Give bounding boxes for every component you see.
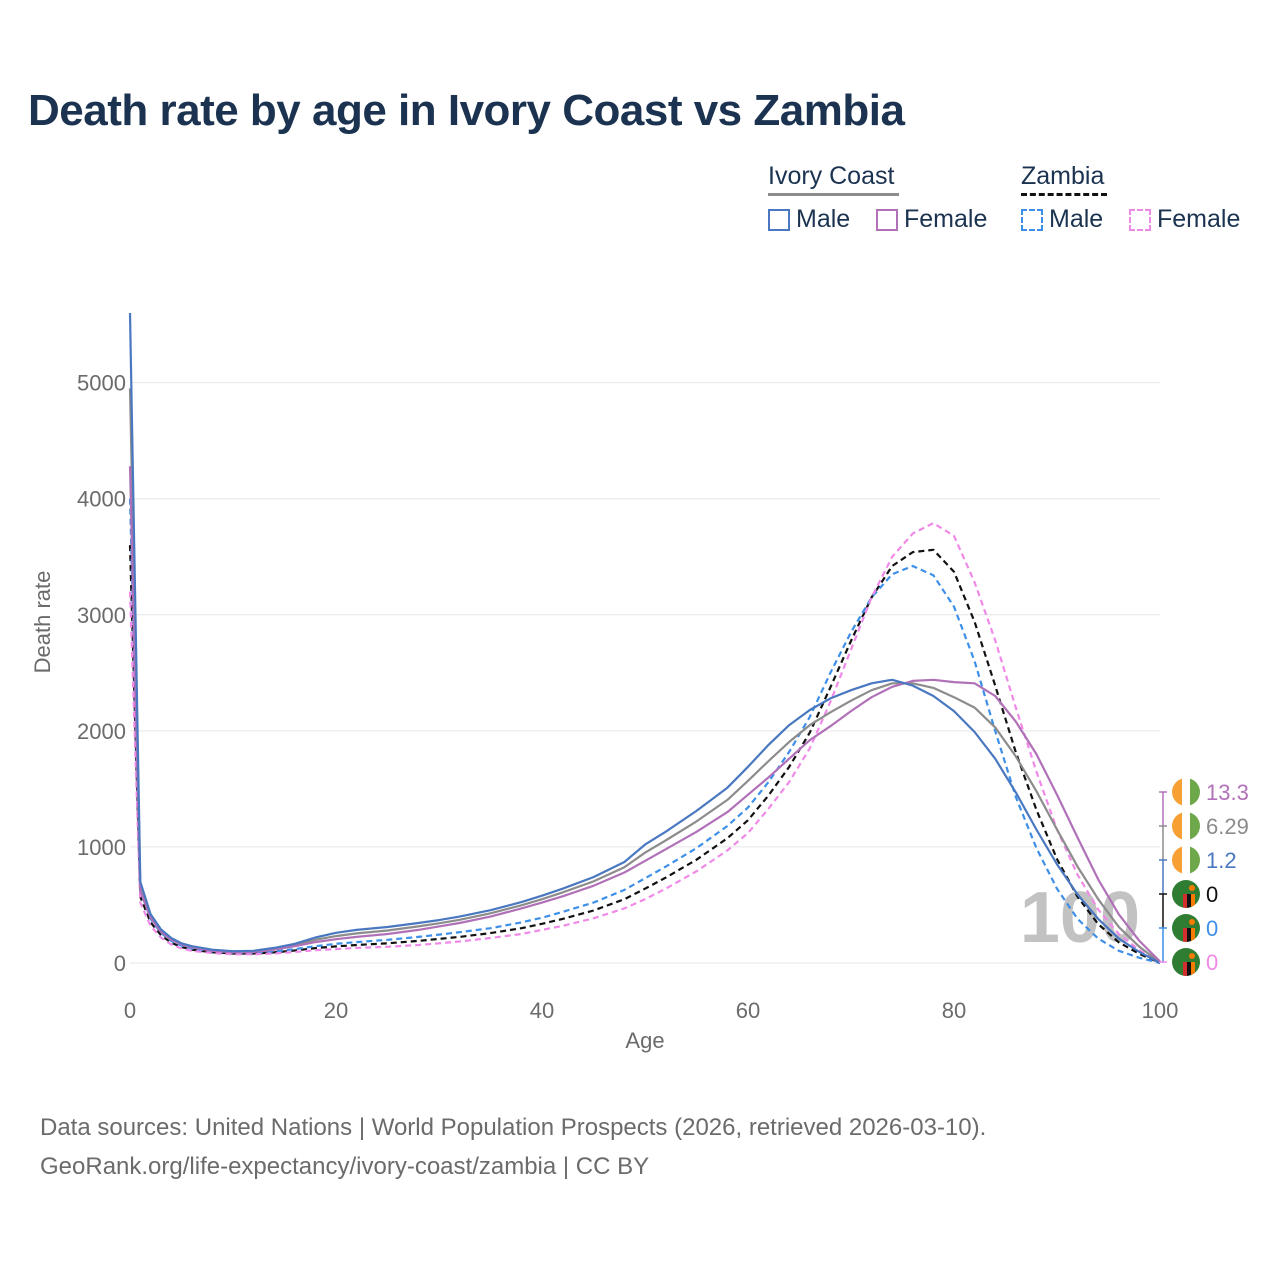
legend-label-ivory-coast-male: Male [796, 205, 851, 233]
legend-item-ivory-coast-male[interactable]: Male [768, 205, 850, 234]
end-value-label: 1.2 [1206, 848, 1237, 873]
x-tick-label: 80 [942, 998, 966, 1023]
x-tick-label: 100 [1142, 998, 1179, 1023]
ivory-coast-flag-icon [1172, 812, 1200, 840]
series-line-ivory-coast-female [128, 466, 1161, 963]
y-tick-label: 4000 [77, 487, 126, 512]
legend-label-zambia-female: Female [1157, 205, 1241, 233]
legend-group-ivory-coast-line [768, 193, 899, 196]
y-axis-label: Death rate [30, 571, 55, 674]
data-source-note: Data sources: United Nations | World Pop… [40, 1108, 986, 1186]
legend-label-zambia-male: Male [1049, 205, 1104, 233]
page-title: Death rate by age in Ivory Coast vs Zamb… [28, 86, 905, 135]
series-line-zambia-male [128, 498, 1161, 965]
x-tick-label: 20 [324, 998, 348, 1023]
zambia-flag-icon [1172, 880, 1200, 908]
source-line-2: GeoRank.org/life-expectancy/ivory-coast/… [40, 1153, 650, 1180]
y-tick-label: 0 [114, 951, 126, 976]
legend-swatch-zambia-female [1129, 208, 1151, 231]
legend-group-ivory-coast: Ivory Coast [768, 162, 895, 190]
x-axis-ticks: 0 20 40 60 80 100 [124, 998, 1178, 1023]
zambia-flag-icon [1172, 914, 1200, 942]
legend-swatch-ivory-coast-male [768, 208, 790, 231]
end-value-label: 0 [1206, 882, 1218, 907]
end-labels: 13.3 6.29 1.2 0 0 0 [1159, 778, 1249, 976]
x-tick-label: 0 [124, 998, 136, 1023]
legend-item-zambia-female[interactable]: Female [1129, 205, 1240, 234]
series-line-ivory-coast-total [128, 388, 1161, 964]
series-lines [128, 312, 1161, 965]
series-line-zambia-female [128, 522, 1161, 964]
y-axis-ticks: 0 1000 2000 3000 4000 5000 [77, 371, 126, 976]
ivory-coast-flag-icon [1172, 846, 1200, 874]
ivory-coast-flag-icon [1172, 778, 1200, 806]
x-axis-label: Age [625, 1028, 664, 1053]
y-tick-label: 2000 [77, 719, 126, 744]
end-value-label: 0 [1206, 950, 1218, 975]
zambia-flag-icon [1172, 948, 1200, 976]
legend-swatch-ivory-coast-female [876, 208, 898, 231]
y-tick-label: 3000 [77, 603, 126, 628]
source-line-1: Data sources: United Nations | World Pop… [40, 1114, 987, 1141]
y-tick-label: 1000 [77, 835, 126, 860]
legend-group-zambia-line [1021, 193, 1107, 196]
x-tick-label: 60 [736, 998, 760, 1023]
legend-item-zambia-male[interactable]: Male [1021, 205, 1103, 234]
end-value-label: 13.3 [1206, 780, 1249, 805]
end-value-label: 6.29 [1206, 814, 1249, 839]
end-value-label: 0 [1206, 916, 1218, 941]
y-tick-label: 5000 [77, 371, 126, 396]
current-age-marker: 100 [1020, 878, 1140, 958]
legend-label-ivory-coast-female: Female [904, 205, 988, 233]
series-line-ivory-coast-male [128, 312, 1161, 964]
legend-group-zambia: Zambia [1021, 162, 1105, 190]
grid-lines [130, 382, 1160, 964]
legend-item-ivory-coast-female[interactable]: Female [876, 205, 987, 234]
x-tick-label: 40 [530, 998, 554, 1023]
legend-swatch-zambia-male [1021, 208, 1043, 231]
